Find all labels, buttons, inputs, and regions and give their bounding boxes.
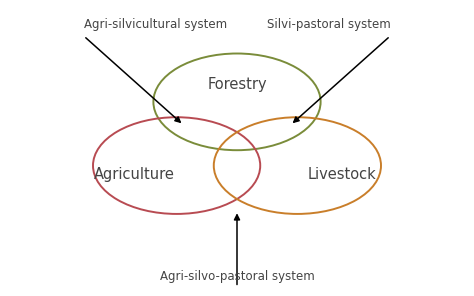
Text: Agri-silvo-pastoral system: Agri-silvo-pastoral system [160, 270, 314, 283]
Text: Livestock: Livestock [307, 167, 376, 182]
Text: Agri-silvicultural system: Agri-silvicultural system [84, 18, 227, 31]
Text: Agriculture: Agriculture [94, 167, 175, 182]
Text: Silvi-pastoral system: Silvi-pastoral system [266, 18, 390, 31]
Text: Forestry: Forestry [207, 77, 267, 92]
